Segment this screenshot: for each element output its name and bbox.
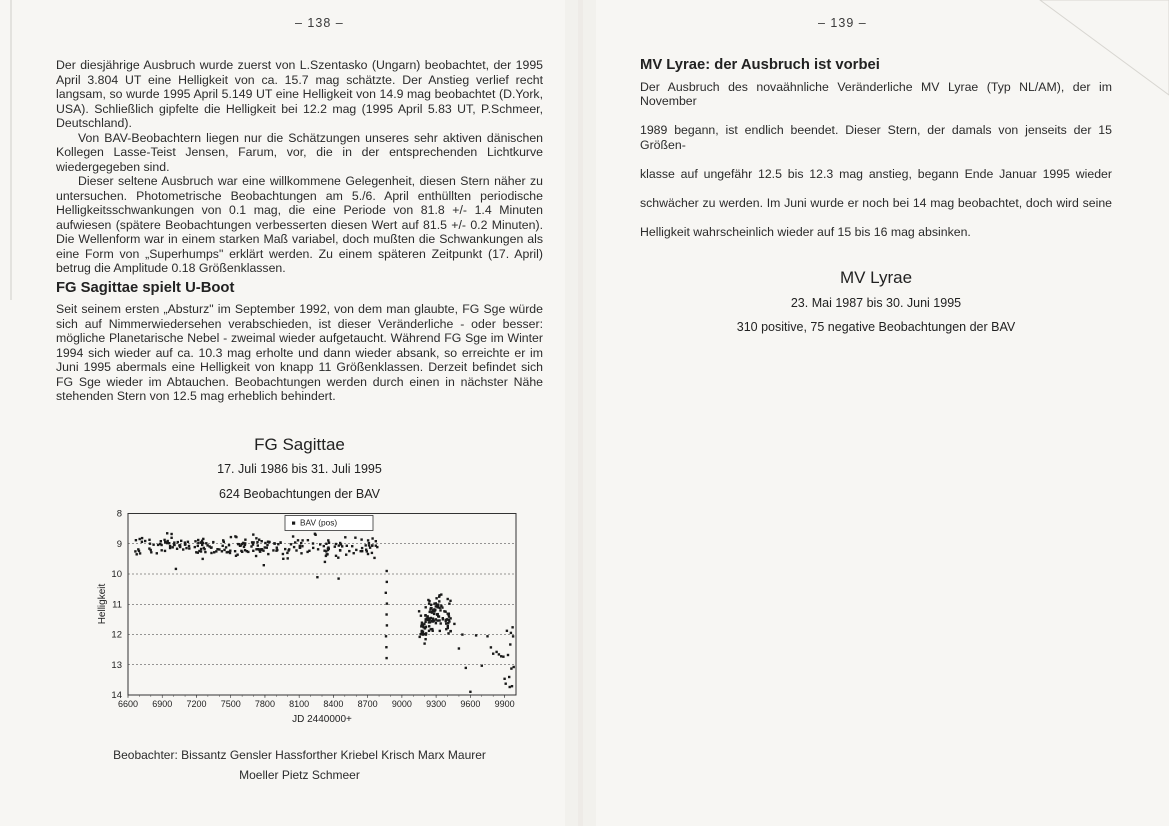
svg-text:9300: 9300: [426, 699, 446, 709]
svg-text:Helligkeit: Helligkeit: [97, 583, 108, 624]
svg-text:14: 14: [111, 690, 122, 701]
svg-text:8100: 8100: [289, 699, 309, 709]
svg-text:8: 8: [117, 509, 122, 520]
svg-text:6600: 6600: [118, 699, 138, 709]
svg-text:6900: 6900: [152, 699, 172, 709]
svg-text:7500: 7500: [221, 699, 241, 709]
svg-text:JD 2440000+: JD 2440000+: [292, 714, 352, 725]
svg-text:BAV (pos): BAV (pos): [300, 518, 337, 528]
svg-text:12: 12: [111, 630, 122, 641]
svg-text:8700: 8700: [358, 699, 378, 709]
svg-text:13: 13: [111, 660, 122, 671]
svg-text:7200: 7200: [186, 699, 206, 709]
svg-text:11: 11: [112, 599, 122, 610]
svg-text:7800: 7800: [255, 699, 275, 709]
svg-text:9900: 9900: [495, 699, 515, 709]
svg-text:9000: 9000: [392, 699, 412, 709]
svg-text:9600: 9600: [460, 699, 480, 709]
svg-text:9: 9: [117, 539, 122, 550]
svg-text:10: 10: [111, 569, 122, 580]
svg-text:8400: 8400: [323, 699, 343, 709]
